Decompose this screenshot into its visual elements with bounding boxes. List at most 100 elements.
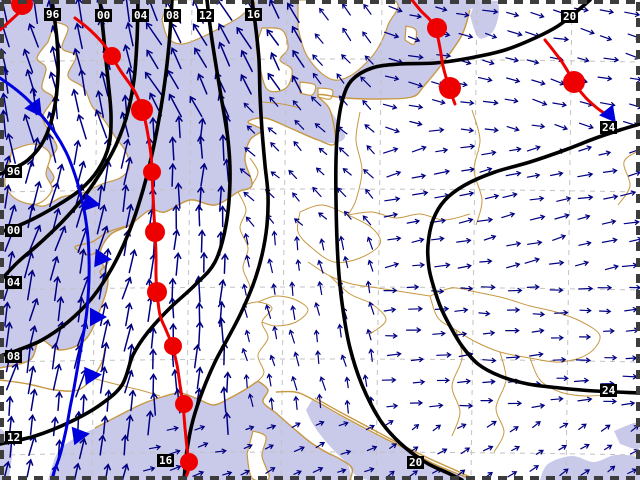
wind-arrow bbox=[100, 341, 110, 372]
border-switzerland bbox=[257, 295, 309, 327]
wind-arrow bbox=[435, 147, 449, 154]
coastline-italy-east bbox=[275, 390, 467, 478]
wind-arrow bbox=[336, 73, 345, 84]
wind-arrow bbox=[507, 400, 523, 407]
wind-arrow bbox=[128, 248, 138, 274]
wind-arrow bbox=[192, 470, 205, 477]
wind-arrow bbox=[5, 321, 13, 348]
wind-arrow bbox=[291, 375, 298, 391]
wind-arrow bbox=[244, 329, 251, 343]
graticule-meridian bbox=[565, 0, 573, 480]
wind-arrow bbox=[479, 167, 493, 173]
wind-arrow bbox=[384, 420, 394, 427]
wind-arrow bbox=[272, 325, 278, 340]
wind-arrow bbox=[578, 285, 594, 292]
wind-arrow bbox=[291, 25, 302, 43]
wind-arrow bbox=[342, 27, 352, 42]
wind-arrow bbox=[315, 442, 326, 449]
wind-arrow bbox=[101, 318, 111, 349]
wind-arrow bbox=[621, 400, 636, 407]
wind-arrow bbox=[174, 182, 183, 209]
wind-arrow bbox=[27, 365, 37, 395]
wind-arrow bbox=[507, 30, 523, 37]
island-south-sweden bbox=[297, 0, 399, 81]
wind-arrow bbox=[535, 449, 544, 455]
wind-arrow bbox=[385, 333, 398, 339]
pressure-label-top-16: 16 bbox=[245, 8, 263, 21]
graticule-parallel bbox=[0, 358, 640, 363]
wind-arrow bbox=[363, 3, 372, 15]
wind-arrow bbox=[168, 162, 177, 187]
wind-arrow bbox=[408, 54, 424, 60]
wind-arrow bbox=[292, 100, 302, 111]
wind-arrow bbox=[629, 284, 640, 291]
wind-arrow bbox=[460, 127, 475, 133]
wind-arrow bbox=[312, 72, 322, 85]
wind-arrow bbox=[625, 355, 638, 361]
graticule-parallel bbox=[0, 451, 640, 456]
wind-arrow bbox=[266, 424, 277, 430]
wind-arrow bbox=[553, 36, 570, 42]
wind-arrow bbox=[314, 33, 324, 44]
wind-arrow bbox=[461, 166, 476, 173]
wind-arrow bbox=[531, 328, 545, 334]
wind-arrow bbox=[268, 397, 275, 410]
wind-arrow bbox=[56, 295, 65, 322]
wind-arrow bbox=[24, 159, 35, 184]
wind-arrow bbox=[101, 415, 109, 435]
wind-arrow bbox=[388, 5, 403, 13]
wind-arrow bbox=[294, 119, 305, 130]
wind-arrow bbox=[200, 251, 208, 273]
wind-arrow bbox=[121, 276, 132, 300]
wind-arrow bbox=[429, 402, 444, 409]
wind-arrow bbox=[433, 169, 451, 175]
wind-arrow bbox=[170, 47, 182, 70]
wind-arrow bbox=[293, 218, 303, 226]
wind-arrow bbox=[411, 237, 425, 243]
wind-arrow bbox=[384, 31, 400, 39]
wind-arrow bbox=[573, 377, 590, 384]
wind-arrow bbox=[143, 466, 156, 472]
wind-arrow bbox=[28, 297, 39, 322]
wind-arrow bbox=[218, 278, 227, 304]
wind-arrow bbox=[338, 147, 349, 157]
wind-arrow bbox=[319, 238, 325, 251]
wind-arrow bbox=[578, 145, 593, 152]
wind-arrow bbox=[270, 171, 280, 179]
wind-arrow bbox=[603, 194, 619, 200]
wind-arrow bbox=[267, 72, 281, 91]
wind-arrow bbox=[52, 363, 62, 391]
wind-arrow bbox=[368, 301, 375, 315]
warm-front-symbol bbox=[131, 99, 153, 121]
wind-arrow bbox=[382, 103, 398, 110]
wind-arrow bbox=[552, 101, 567, 108]
wind-arrow bbox=[478, 77, 493, 83]
wind-arrow bbox=[22, 48, 34, 74]
wind-arrow bbox=[628, 170, 640, 177]
wind-arrow bbox=[197, 134, 205, 159]
wind-arrow bbox=[293, 446, 305, 452]
wind-arrow bbox=[506, 11, 520, 18]
wind-arrow bbox=[344, 399, 351, 414]
wind-arrow bbox=[602, 168, 618, 174]
wind-arrow bbox=[338, 235, 345, 250]
wind-arrow bbox=[218, 205, 227, 228]
wind-arrow bbox=[578, 122, 594, 130]
wind-arrow bbox=[243, 232, 249, 245]
wind-arrow bbox=[363, 168, 374, 179]
wind-arrow bbox=[240, 73, 252, 95]
wind-arrow bbox=[558, 444, 568, 451]
wind-arrow bbox=[577, 214, 591, 220]
wind-arrow bbox=[95, 90, 105, 118]
wind-arrow bbox=[319, 376, 327, 391]
wind-arrow bbox=[293, 470, 302, 476]
wind-arrow bbox=[364, 55, 374, 65]
wind-arrow bbox=[501, 212, 516, 219]
wind-arrow bbox=[215, 448, 227, 454]
wind-arrow bbox=[509, 146, 522, 153]
wind-arrow bbox=[125, 302, 133, 327]
wind-arrow bbox=[239, 168, 251, 177]
wind-arrow bbox=[265, 467, 276, 474]
wind-arrow bbox=[344, 376, 350, 389]
isobar-1024 bbox=[425, 122, 640, 395]
